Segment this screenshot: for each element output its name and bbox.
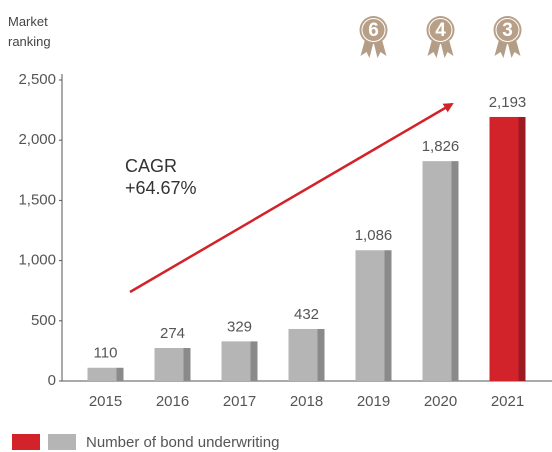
annotation-value: +64.67% xyxy=(125,178,197,198)
bar-face xyxy=(87,367,117,381)
bar xyxy=(288,328,325,381)
ranking-label: Market ranking xyxy=(8,14,51,49)
y-tick-label: 500 xyxy=(31,312,56,329)
x-tick-label: 2019 xyxy=(357,393,390,410)
bar-side xyxy=(451,161,459,381)
bar-face xyxy=(288,328,318,381)
x-tick-label: 2017 xyxy=(223,393,256,410)
y-tick-label: 1,500 xyxy=(18,191,56,208)
bar xyxy=(87,367,124,381)
rank-number: 3 xyxy=(502,20,513,41)
medal-rim xyxy=(428,18,453,42)
x-tick-label: 2018 xyxy=(290,393,323,410)
bar xyxy=(355,250,392,381)
bar-side xyxy=(317,328,325,381)
y-tick-label: 2,000 xyxy=(18,131,56,148)
bar-face xyxy=(355,250,385,381)
bar-face xyxy=(489,116,519,381)
value-label: 2,193 xyxy=(489,94,527,111)
bar-side xyxy=(250,341,258,381)
value-label: 329 xyxy=(227,318,252,335)
bar xyxy=(221,341,258,381)
bar-face xyxy=(154,348,184,381)
bar xyxy=(489,116,526,381)
bar-side xyxy=(183,348,191,381)
x-tick-label: 2020 xyxy=(424,393,457,410)
bar-face xyxy=(221,341,251,381)
medal xyxy=(426,16,455,44)
value-label: 1,826 xyxy=(422,138,460,155)
x-tick-label: 2016 xyxy=(156,393,189,410)
value-label: 1,086 xyxy=(355,227,393,244)
bar xyxy=(422,161,459,381)
bar-face xyxy=(422,161,452,381)
value-label: 274 xyxy=(160,325,185,342)
legend-label: Number of bond underwriting xyxy=(86,434,279,451)
rank-number: 4 xyxy=(435,20,446,41)
y-tick-label: 1,000 xyxy=(18,252,56,269)
bar xyxy=(154,348,191,381)
x-tick-label: 2015 xyxy=(89,393,122,410)
annotation-title: CAGR xyxy=(125,156,177,176)
value-label: 110 xyxy=(94,345,118,362)
medal-rim xyxy=(361,18,386,42)
bar-side xyxy=(384,250,392,381)
medal xyxy=(359,16,388,44)
legend-swatch xyxy=(12,434,40,450)
y-tick-label: 2,500 xyxy=(18,71,56,88)
medal-rim xyxy=(495,18,520,42)
y-tick-label: 0 xyxy=(48,372,56,389)
value-label: 432 xyxy=(294,306,319,323)
x-tick-label: 2021 xyxy=(491,393,524,410)
rank-number: 6 xyxy=(368,20,379,41)
bar-side xyxy=(518,116,526,381)
legend-swatch xyxy=(48,434,76,450)
trend-arrow xyxy=(129,102,454,294)
medal xyxy=(493,16,522,44)
bar-side xyxy=(116,367,124,381)
